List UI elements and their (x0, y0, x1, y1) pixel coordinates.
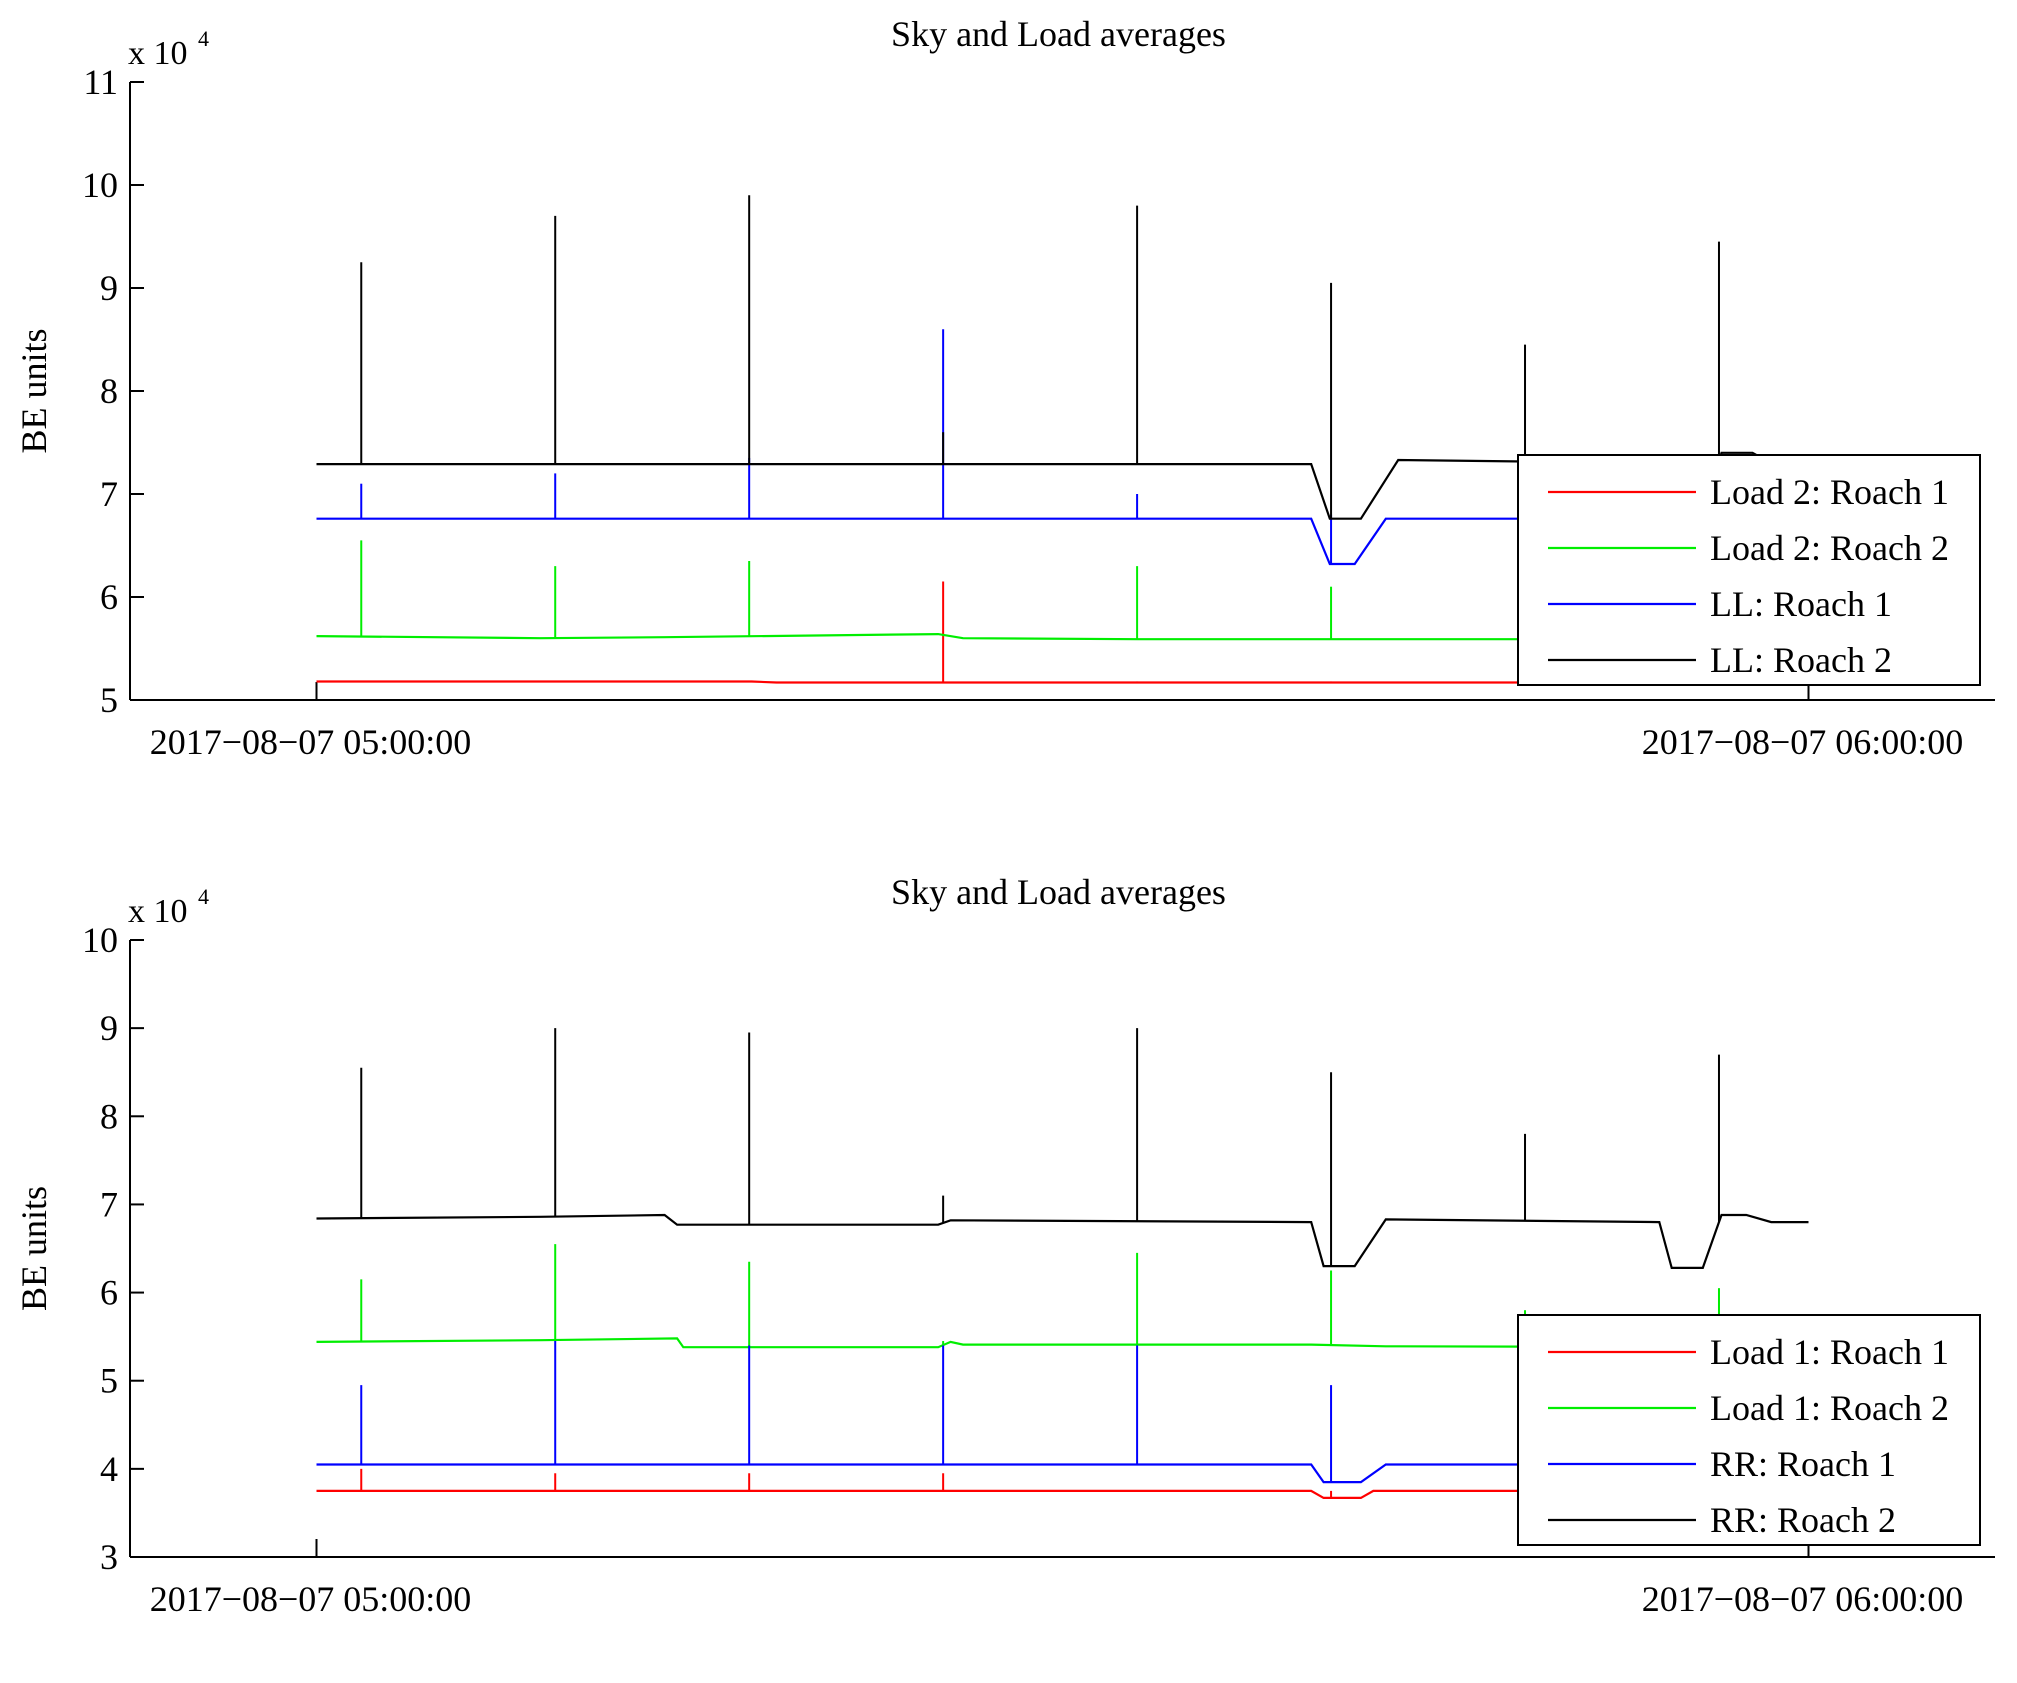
y-tick-label: 4 (100, 1449, 118, 1489)
legend-entry-label: Load 2: Roach 1 (1710, 472, 1949, 512)
y-axis-label: BE units (14, 328, 54, 453)
y-tick-label: 7 (100, 474, 118, 514)
y-tick-label: 5 (100, 680, 118, 720)
y-exponent-label: x 10 (128, 35, 188, 72)
series-line-4 (316, 1213, 1809, 1269)
y-tick-label: 9 (100, 268, 118, 308)
y-tick-label: 3 (100, 1537, 118, 1577)
legend-entry-label: Load 1: Roach 2 (1710, 1388, 1949, 1428)
legend: Load 2: Roach 1 Load 2: Roach 2 LL: Roach … (1517, 454, 1981, 686)
y-exponent-label: x 10 (128, 893, 188, 930)
y-axis-label: BE units (14, 1186, 54, 1311)
y-tick-label: 10 (82, 165, 118, 205)
legend-box (1517, 454, 1981, 686)
series-line-2 (316, 1337, 1809, 1349)
x-tick-label: 2017−08−07 06:00:00 (1642, 722, 1964, 762)
legend-entry-label: LL: Roach 1 (1710, 584, 1892, 624)
legend-entry-label: Load 1: Roach 1 (1710, 1332, 1949, 1372)
y-tick-label: 5 (100, 1361, 118, 1401)
chart-title: Sky and Load averages (891, 872, 1226, 912)
legend: Load 1: Roach 1 Load 1: Roach 2 RR: Roach … (1517, 1314, 1981, 1546)
legend-entry-label: RR: Roach 1 (1710, 1444, 1896, 1484)
legend-box (1517, 1314, 1981, 1546)
chart-title: Sky and Load averages (891, 14, 1226, 54)
y-exponent-power: 4 (198, 884, 209, 909)
x-tick-label: 2017−08−07 05:00:00 (150, 1579, 472, 1619)
x-tick-label: 2017−08−07 06:00:00 (1642, 1579, 1964, 1619)
legend-entry-label: LL: Roach 2 (1710, 640, 1892, 680)
x-tick-label: 2017−08−07 05:00:00 (150, 722, 472, 762)
legend-entry-label: RR: Roach 2 (1710, 1500, 1896, 1540)
y-tick-label: 11 (83, 62, 118, 102)
y-exponent-power: 4 (198, 26, 209, 51)
y-tick-label: 9 (100, 1008, 118, 1048)
y-tick-label: 8 (100, 1096, 118, 1136)
y-tick-label: 7 (100, 1184, 118, 1224)
legend-entry-label: Load 2: Roach 2 (1710, 528, 1949, 568)
y-tick-label: 6 (100, 577, 118, 617)
series-line-1 (316, 680, 1809, 684)
y-tick-label: 10 (82, 920, 118, 960)
chart-panel-top: Sky and Load averages BE units x 10 4 5 6 7 8 9 1… (14, 14, 1995, 762)
chart-panel-bottom: Sky and Load averages BE units x 10 4 3 4 5 6 7 8… (14, 872, 1995, 1619)
y-tick-label: 6 (100, 1273, 118, 1313)
y-tick-label: 8 (100, 371, 118, 411)
